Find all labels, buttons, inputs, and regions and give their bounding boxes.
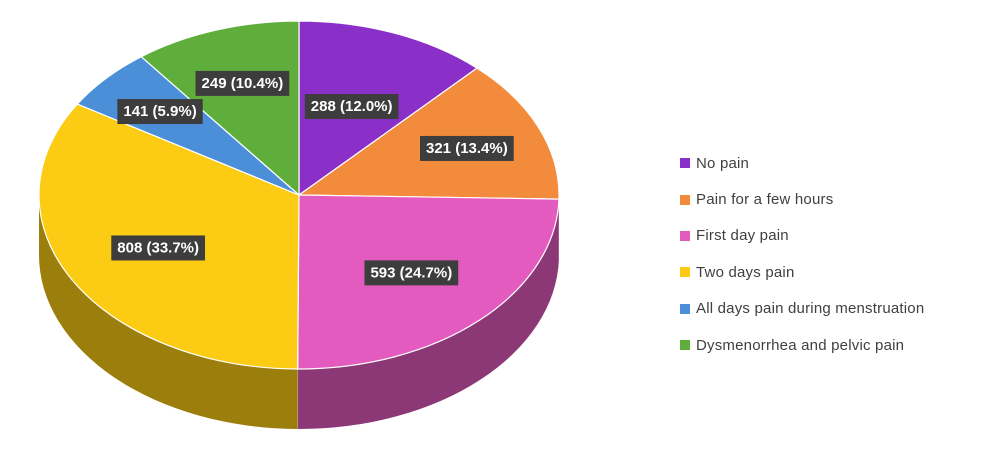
legend-swatch bbox=[680, 158, 690, 169]
legend-item-dysmenorrhea: Dysmenorrhea and pelvic pain bbox=[680, 327, 924, 363]
legend-item-first-day: First day pain bbox=[680, 218, 924, 254]
data-label-text: 321 (13.4%) bbox=[426, 140, 508, 157]
legend-swatch bbox=[680, 267, 690, 278]
legend-label: Dysmenorrhea and pelvic pain bbox=[696, 336, 905, 354]
legend-item-few-hours: Pain for a few hours bbox=[680, 181, 924, 217]
data-label-box bbox=[364, 260, 459, 286]
data-label-box bbox=[111, 235, 206, 261]
legend-label: All days pain during menstruation bbox=[696, 300, 925, 318]
data-label-3: 808 (33.7%) bbox=[111, 235, 206, 261]
data-label-1: 321 (13.4%) bbox=[420, 135, 514, 161]
legend-label: Pain for a few hours bbox=[696, 191, 834, 209]
pie-side-2 bbox=[297, 199, 559, 429]
data-label-text: 808 (33.7%) bbox=[117, 239, 199, 256]
pie-slice-1 bbox=[298, 67, 560, 200]
legend-swatch bbox=[680, 230, 690, 241]
legend-item-all-days: All days pain during menstruation bbox=[680, 291, 924, 327]
pie-top-group bbox=[38, 20, 560, 370]
data-label-box bbox=[195, 70, 290, 96]
data-label-text: 249 (10.4%) bbox=[202, 75, 284, 92]
pie-chart: 288 (12.0%) 321 (13.4%) 593 (24.7%) 808 (33… bbox=[38, 20, 560, 429]
legend-label: No pain bbox=[696, 154, 750, 172]
data-label-group: 288 (12.0%) 321 (13.4%) 593 (24.7%) 808 (33… bbox=[111, 70, 514, 286]
legend-item-two-days: Two days pain bbox=[680, 254, 924, 290]
legend-label: Two days pain bbox=[696, 263, 795, 281]
data-label-4: 141 (5.9%) bbox=[117, 99, 203, 125]
legend-item-no-pain: No pain bbox=[680, 145, 924, 181]
pie-side-group bbox=[39, 195, 560, 429]
data-label-box bbox=[420, 135, 514, 161]
legend-label: First day pain bbox=[696, 227, 789, 245]
data-label-box bbox=[117, 99, 203, 125]
data-label-2: 593 (24.7%) bbox=[364, 260, 459, 286]
data-label-text: 288 (12.0%) bbox=[311, 98, 393, 115]
data-label-text: 593 (24.7%) bbox=[370, 264, 452, 281]
legend-swatch bbox=[680, 303, 690, 314]
legend-swatch bbox=[680, 340, 690, 351]
legend-swatch bbox=[680, 194, 690, 205]
legend: No pain Pain for a few hours First day p… bbox=[680, 145, 924, 363]
pie-slice-5 bbox=[140, 20, 300, 196]
data-label-5: 249 (10.4%) bbox=[195, 70, 290, 96]
data-label-box bbox=[304, 94, 399, 120]
data-label-text: 141 (5.9%) bbox=[123, 103, 196, 120]
pie-side-3 bbox=[39, 195, 298, 429]
data-label-0: 288 (12.0%) bbox=[304, 94, 399, 120]
